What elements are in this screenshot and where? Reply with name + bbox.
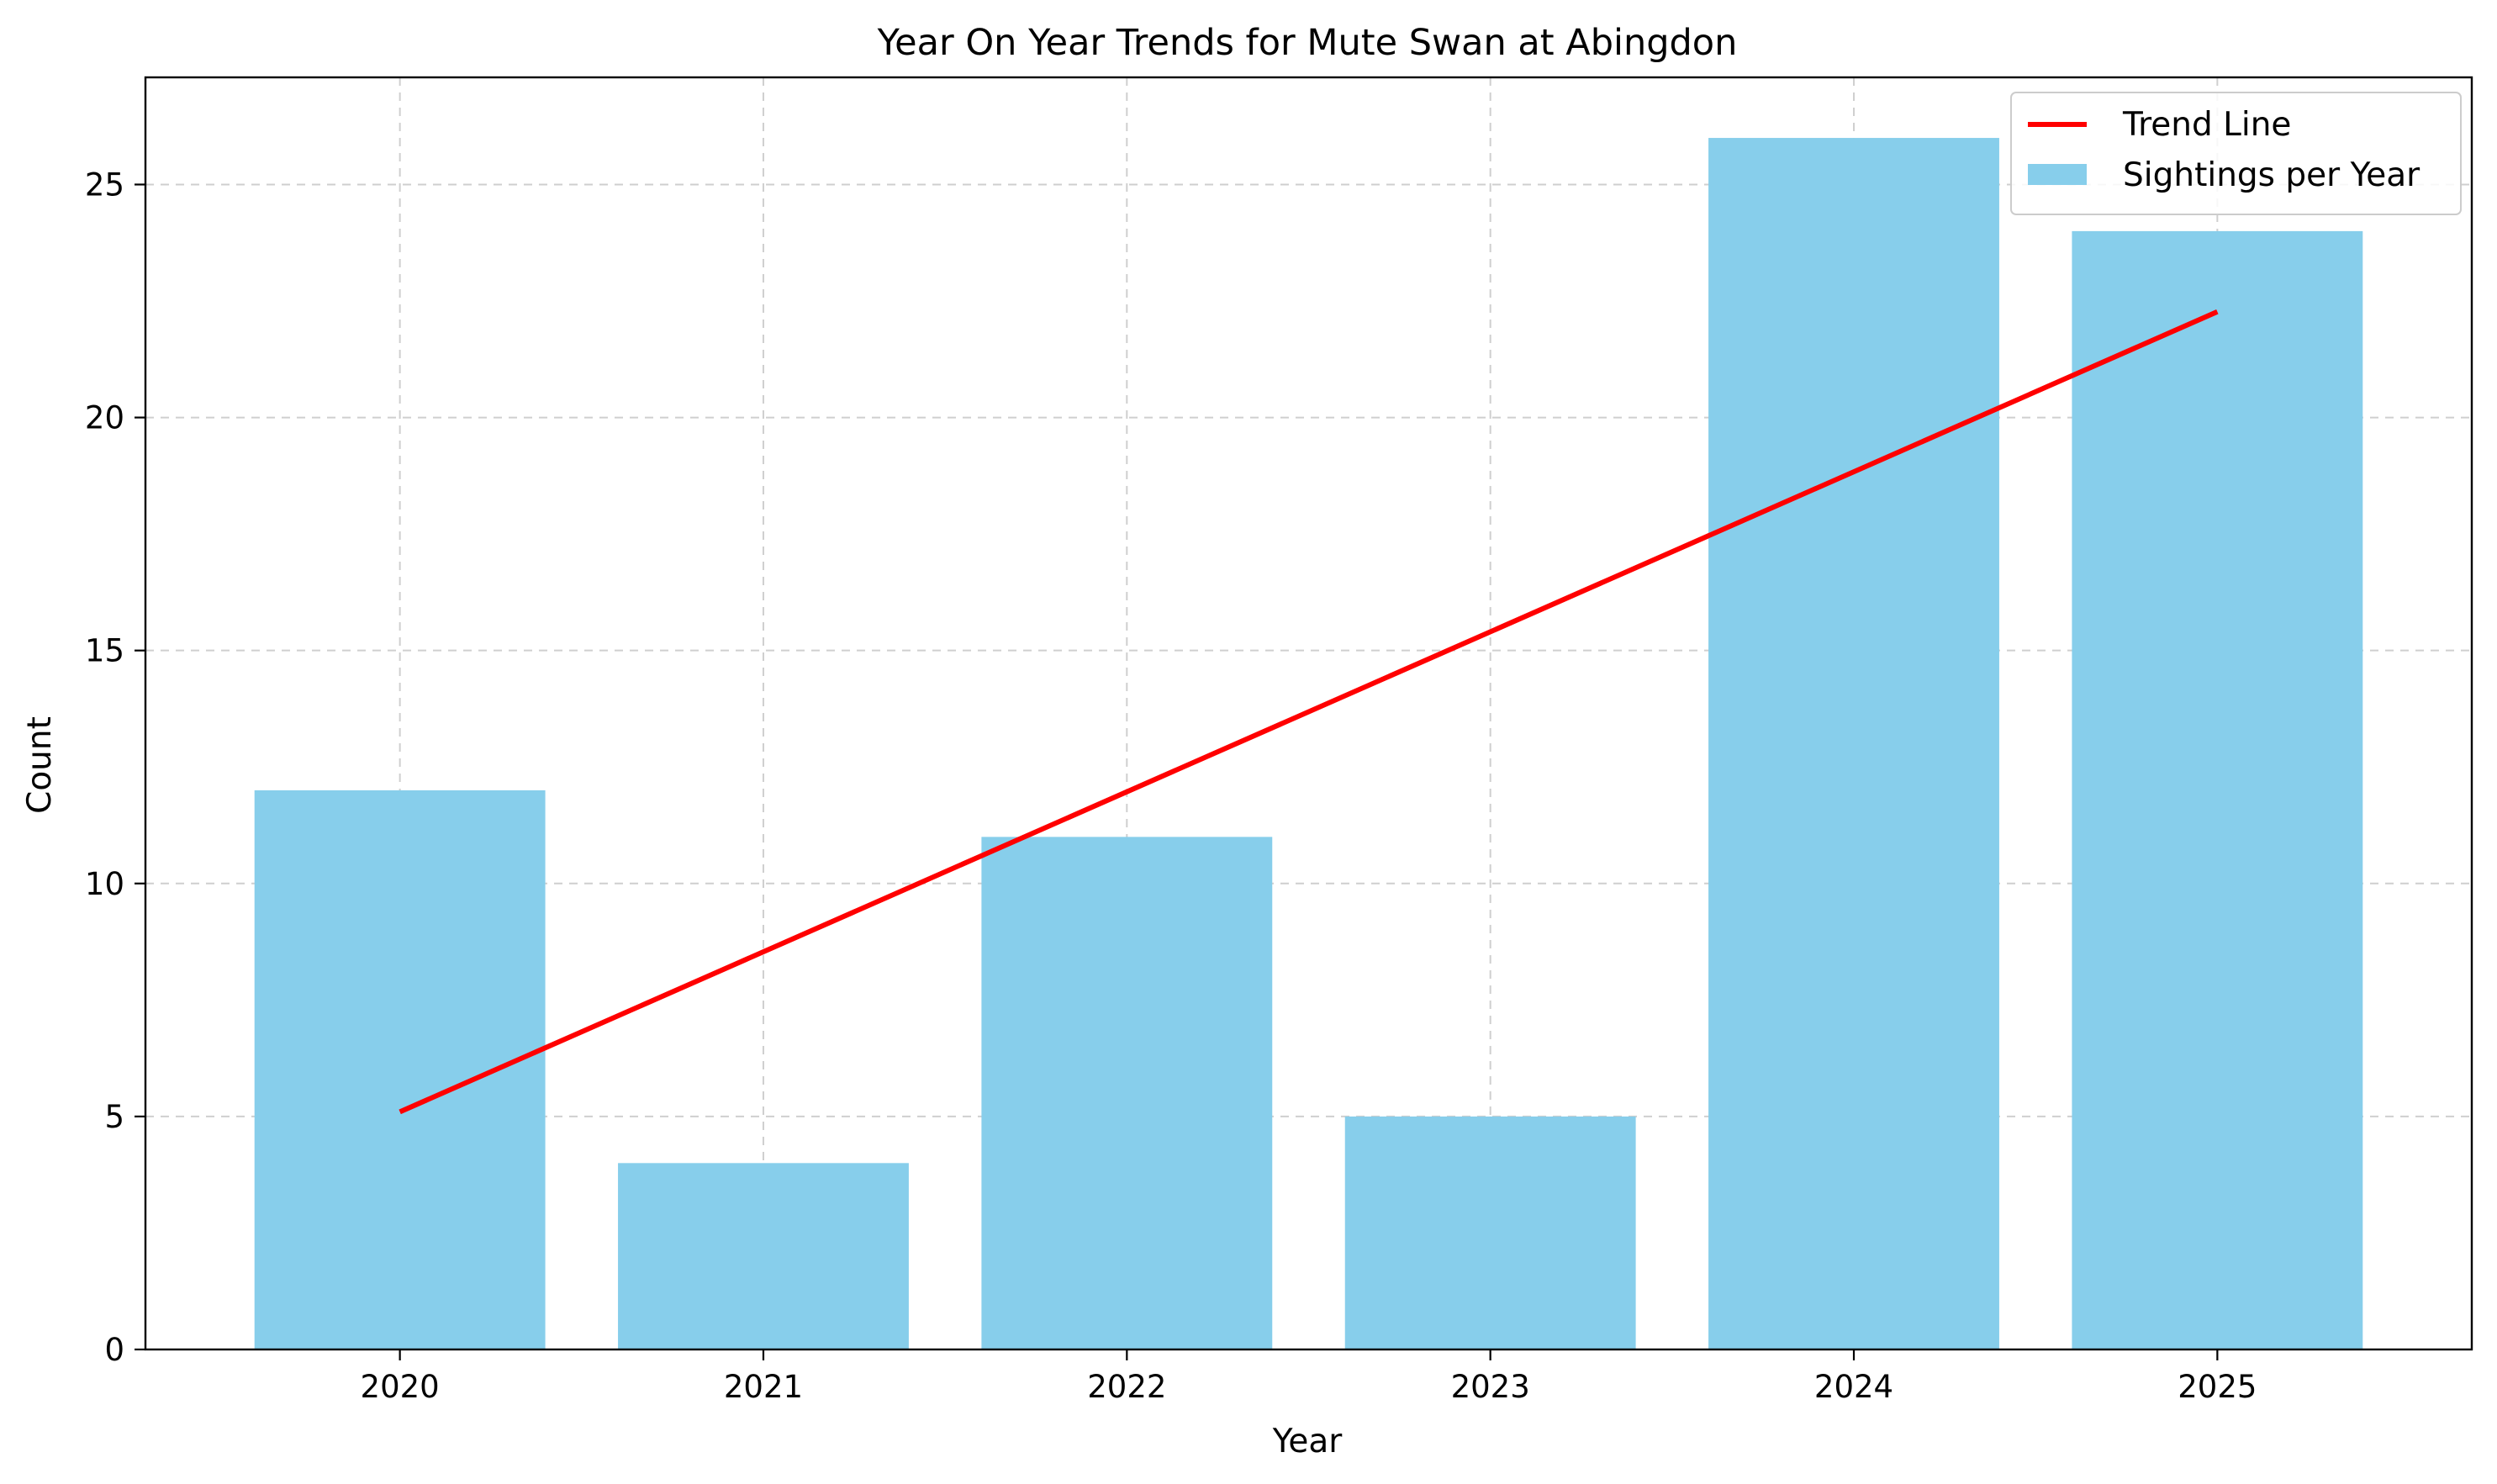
bar-2021 (618, 1163, 909, 1349)
legend-box (2010, 92, 2462, 215)
y-tick-label: 15 (85, 633, 124, 669)
y-tick-label: 10 (85, 866, 124, 902)
x-axis-label: Year (1272, 1423, 1344, 1460)
y-tick-label: 0 (104, 1332, 124, 1368)
chart-title: Year On Year Trends for Mute Swan at Abi… (877, 22, 1738, 64)
trend-series (399, 309, 2219, 1115)
legend-bar-label: Sightings per Year (2123, 156, 2420, 194)
bar-2024 (1708, 138, 1999, 1350)
y-tick-label: 5 (104, 1099, 124, 1135)
y-tick-label: 25 (85, 166, 124, 203)
bar-2022 (981, 837, 1273, 1349)
trend-line (399, 309, 2219, 1115)
bar-2025 (2072, 230, 2363, 1349)
bar-2020 (254, 790, 546, 1349)
legend-bar-swatch (2028, 164, 2087, 185)
legend: Trend Line Sightings per Year (2010, 92, 2462, 215)
x-tick-label: 2024 (1814, 1369, 1893, 1405)
y-tick-label: 20 (85, 400, 124, 436)
y-axis-label: Count (21, 716, 59, 814)
x-tick-label: 2021 (724, 1369, 803, 1405)
x-tick-label: 2023 (1451, 1369, 1530, 1405)
x-tick-label: 2025 (2178, 1369, 2257, 1405)
x-tick-label: 2020 (361, 1369, 440, 1405)
bar-2023 (1344, 1116, 1636, 1349)
legend-trend-label: Trend Line (2122, 106, 2291, 144)
plot-frame (144, 76, 2473, 1351)
x-tick-label: 2022 (1087, 1369, 1166, 1405)
